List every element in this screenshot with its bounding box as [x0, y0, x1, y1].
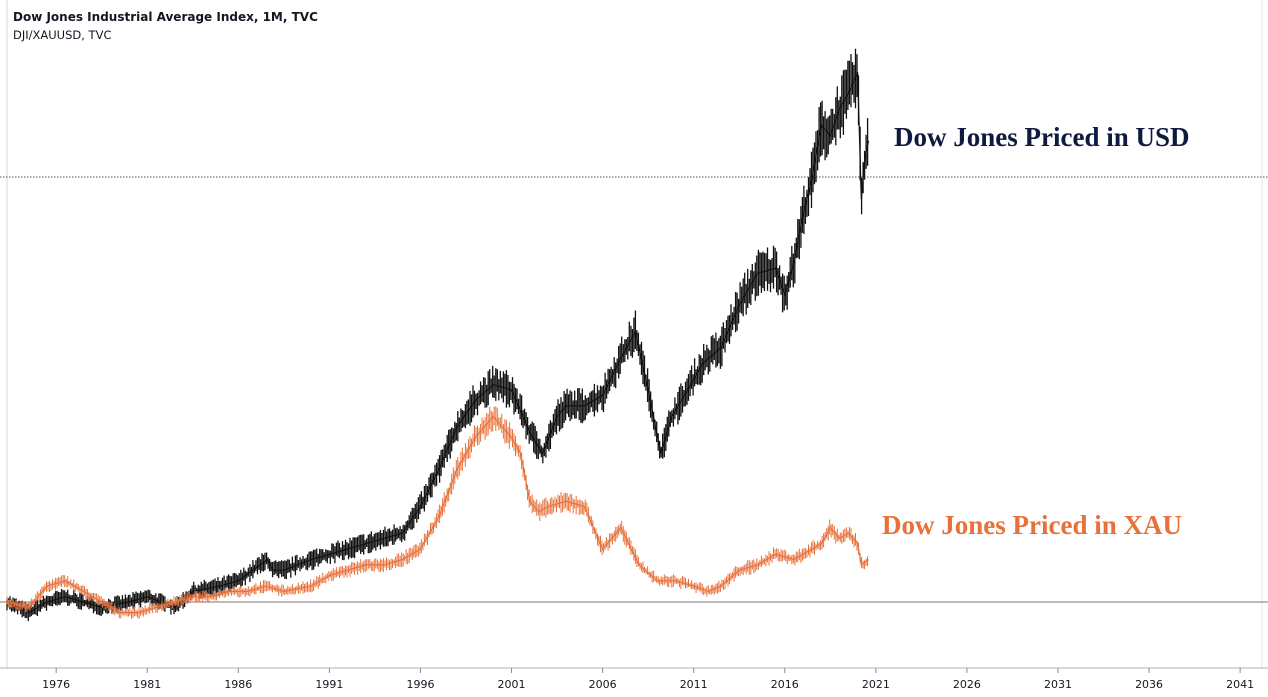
x-tick-label: 2006 [589, 678, 617, 691]
x-tick-label: 2031 [1044, 678, 1072, 691]
x-tick-label: 2016 [771, 678, 799, 691]
annotation-xau: Dow Jones Priced in XAU [882, 510, 1182, 540]
series-xau [6, 406, 869, 619]
x-tick-label: 2041 [1226, 678, 1254, 691]
x-tick-label: 1996 [406, 678, 434, 691]
series-xau-line [6, 415, 869, 614]
chart-title: Dow Jones Industrial Average Index, 1M, … [13, 10, 318, 24]
series-usd [6, 48, 870, 622]
x-tick-label: 1991 [315, 678, 343, 691]
x-tick-label: 2011 [680, 678, 708, 691]
series-usd-line [6, 71, 870, 614]
x-tick-label: 1986 [224, 678, 252, 691]
series-xau-bars [6, 406, 869, 619]
x-tick-label: 2001 [498, 678, 526, 691]
x-tick-label: 1981 [133, 678, 161, 691]
x-tick-label: 1976 [42, 678, 70, 691]
series-usd-bars [6, 48, 869, 622]
x-tick-label: 2026 [953, 678, 981, 691]
x-tick-label: 2036 [1135, 678, 1163, 691]
annotation-usd: Dow Jones Priced in USD [894, 122, 1190, 152]
x-tick-label: 2021 [862, 678, 890, 691]
chart-subtitle: DJI/XAUUSD, TVC [13, 28, 112, 42]
